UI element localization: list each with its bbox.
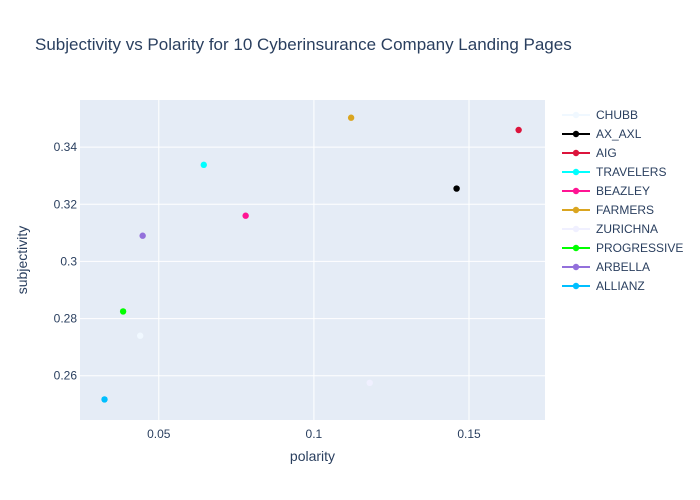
- data-point-arbella[interactable]: [139, 232, 146, 239]
- legend-item-ax-axl[interactable]: AX_AXL: [562, 127, 642, 141]
- legend[interactable]: CHUBB AX_AXL AIG TRAVELERS BEAZLEY FARMERS ZUR…: [562, 108, 683, 293]
- x-tick-label: 0.15: [457, 427, 481, 441]
- legend-marker: [572, 130, 580, 138]
- y-tick-label: 0.26: [54, 369, 78, 383]
- legend-label: BEAZLEY: [596, 184, 650, 198]
- legend-item-zurichna[interactable]: ZURICHNA: [562, 222, 658, 236]
- legend-marker: [572, 149, 580, 157]
- legend-label: ALLIANZ: [596, 279, 645, 293]
- y-tick-label: 0.28: [54, 312, 78, 326]
- legend-label: AX_AXL: [596, 127, 642, 141]
- legend-label: PROGRESSIVE: [596, 241, 683, 255]
- legend-label: ZURICHNA: [596, 222, 658, 236]
- legend-marker: [572, 187, 580, 195]
- y-tick-label: 0.32: [54, 197, 78, 211]
- legend-marker: [572, 111, 580, 119]
- data-point-aig[interactable]: [515, 126, 522, 134]
- legend-item-aig[interactable]: AIG: [562, 146, 617, 160]
- legend-item-beazley[interactable]: BEAZLEY: [562, 184, 650, 198]
- legend-marker: [572, 244, 580, 252]
- legend-item-chubb[interactable]: CHUBB: [562, 108, 638, 122]
- chart-title: Subjectivity vs Polarity for 10 Cyberins…: [35, 35, 572, 54]
- data-point-ax-axl[interactable]: [453, 185, 460, 192]
- gridlines: [80, 100, 545, 420]
- data-point-zurichna[interactable]: [366, 379, 373, 387]
- legend-label: ARBELLA: [596, 260, 650, 274]
- data-point-travelers[interactable]: [200, 161, 207, 169]
- legend-item-arbella[interactable]: ARBELLA: [562, 260, 650, 274]
- legend-label: AIG: [596, 146, 617, 160]
- legend-item-progressive[interactable]: PROGRESSIVE: [562, 241, 683, 255]
- legend-label: FARMERS: [596, 203, 654, 217]
- plot-area: [80, 100, 545, 420]
- legend-marker: [572, 206, 580, 214]
- data-point-progressive[interactable]: [119, 308, 127, 315]
- legend-marker: [572, 168, 580, 176]
- data-point-allianz[interactable]: [101, 396, 108, 403]
- tick-labels: 0.05 0.1 0.15 0.26 0.28 0.3 0.32 0.34: [54, 140, 481, 441]
- legend-item-farmers[interactable]: FARMERS: [562, 203, 654, 217]
- legend-item-allianz[interactable]: ALLIANZ: [562, 279, 645, 293]
- data-points: [101, 114, 522, 403]
- legend-marker: [572, 263, 580, 271]
- legend-item-travelers[interactable]: TRAVELERS: [562, 165, 666, 179]
- x-axis-title: polarity: [290, 448, 335, 464]
- data-point-farmers[interactable]: [347, 114, 355, 121]
- y-tick-label: 0.34: [54, 140, 78, 154]
- legend-marker: [572, 225, 580, 233]
- data-point-chubb[interactable]: [136, 332, 144, 339]
- x-tick-label: 0.05: [147, 427, 171, 441]
- data-point-beazley[interactable]: [242, 212, 249, 219]
- legend-marker: [572, 282, 580, 290]
- y-tick-label: 0.3: [60, 254, 77, 268]
- y-axis-title: subjectivity: [14, 226, 30, 294]
- x-tick-label: 0.1: [306, 427, 323, 441]
- legend-label: TRAVELERS: [596, 165, 666, 179]
- legend-label: CHUBB: [596, 108, 638, 122]
